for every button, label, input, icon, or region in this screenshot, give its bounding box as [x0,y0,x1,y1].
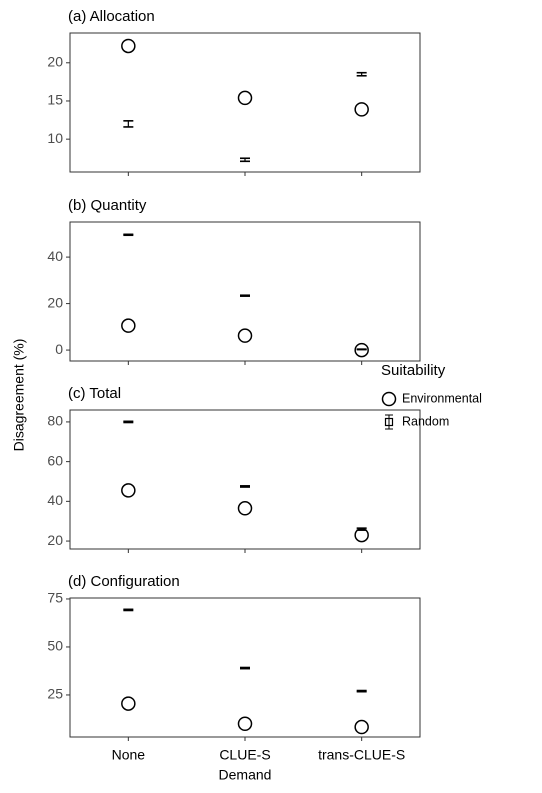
legend-label: Environmental [402,391,482,405]
point [121,38,136,54]
x-axis-label: Demand [219,767,272,783]
point [237,716,253,732]
y-tick-label: 25 [47,686,63,702]
panel-title: (b) Quantity [68,197,147,214]
panel-title: (c) Total [68,385,121,402]
legend-symbol [381,391,397,407]
point [354,719,369,735]
point [121,696,136,711]
legend-title: Suitability [381,362,446,379]
x-tick-label: CLUE-S [219,747,270,763]
y-tick-label: 20 [47,53,63,69]
y-tick-label: 60 [47,452,63,468]
y-tick-label: 15 [47,92,63,108]
x-tick-label: None [112,747,146,763]
panel-border [69,221,421,362]
y-tick-label: 0 [55,341,63,357]
legend-label: Random [402,414,449,428]
y-tick-label: 20 [47,294,63,310]
point [237,90,253,106]
y-tick-label: 40 [47,492,63,508]
point [121,483,136,498]
y-axis-label: Disagreement (%) [11,339,27,452]
y-tick-label: 10 [47,130,63,146]
point [121,318,136,333]
x-tick-label: trans-CLUE-S [318,747,405,763]
panel-border [69,409,421,550]
panel-title: (a) Allocation [68,8,155,25]
y-tick-label: 20 [47,532,63,548]
panel-title: (d) Configuration [68,573,180,590]
y-tick-label: 75 [47,590,63,606]
point [354,102,369,117]
y-tick-label: 80 [47,413,63,429]
y-tick-label: 40 [47,248,63,264]
point [237,328,253,343]
point [237,501,253,516]
point [354,342,369,358]
panel-border [69,32,421,173]
y-tick-label: 50 [47,638,63,654]
